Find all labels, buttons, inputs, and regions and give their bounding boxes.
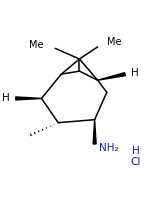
Polygon shape bbox=[98, 73, 125, 80]
Polygon shape bbox=[93, 120, 96, 144]
Text: Cl: Cl bbox=[130, 157, 141, 167]
Text: H: H bbox=[132, 146, 139, 156]
Polygon shape bbox=[16, 97, 41, 100]
Text: H: H bbox=[131, 68, 139, 78]
Text: NH₂: NH₂ bbox=[99, 144, 119, 153]
Text: Me: Me bbox=[29, 40, 43, 50]
Text: Me: Me bbox=[107, 37, 121, 47]
Text: H: H bbox=[2, 93, 10, 103]
